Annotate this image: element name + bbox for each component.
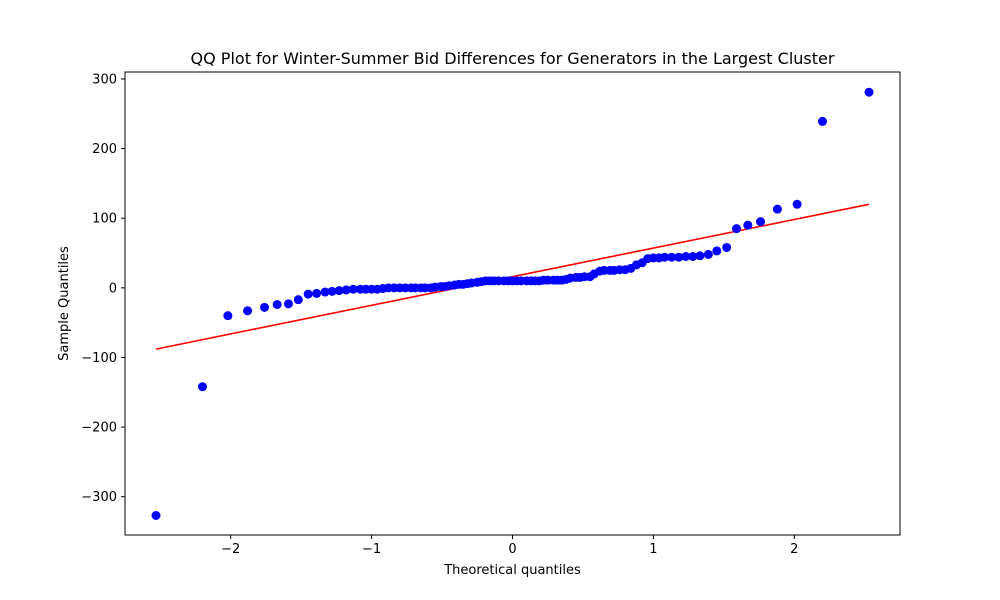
data-point bbox=[198, 382, 207, 392]
plot-frame bbox=[124, 71, 901, 536]
data-point bbox=[334, 286, 344, 296]
plot-area bbox=[125, 72, 900, 535]
data-point bbox=[703, 249, 713, 259]
data-point bbox=[792, 199, 802, 209]
data-point bbox=[732, 224, 742, 234]
data-point bbox=[303, 289, 313, 299]
y-tick-label: 0 bbox=[109, 281, 117, 296]
y-tick-label: 100 bbox=[92, 212, 117, 227]
y-tick-label: 200 bbox=[92, 142, 117, 157]
y-axis-ticks: −300 −200 −100 0 100 200 300 bbox=[81, 72, 125, 505]
x-tick-label: −2 bbox=[221, 542, 240, 557]
data-point bbox=[660, 252, 670, 262]
chart-title: QQ Plot for Winter-Summer Bid Difference… bbox=[191, 49, 835, 68]
x-tick-label: 2 bbox=[790, 542, 798, 557]
data-point bbox=[818, 116, 827, 126]
data-point bbox=[722, 242, 732, 252]
data-point bbox=[243, 306, 253, 316]
data-point bbox=[223, 311, 233, 321]
data-point bbox=[864, 87, 874, 97]
x-tick-label: −1 bbox=[362, 542, 381, 557]
data-point bbox=[695, 251, 705, 261]
data-point bbox=[272, 300, 282, 310]
data-point bbox=[772, 204, 782, 214]
x-tick-label: 0 bbox=[508, 542, 516, 557]
data-point bbox=[320, 287, 330, 297]
x-tick-label: 1 bbox=[649, 542, 657, 557]
data-point bbox=[348, 284, 358, 294]
data-point bbox=[667, 252, 677, 262]
data-point bbox=[327, 286, 337, 296]
x-axis-ticks: −2 −1 0 1 2 bbox=[221, 535, 798, 557]
y-tick-label: −100 bbox=[81, 351, 117, 366]
x-axis-label: Theoretical quantiles bbox=[443, 563, 581, 578]
data-point bbox=[743, 220, 753, 230]
data-point bbox=[293, 295, 303, 305]
data-point bbox=[756, 217, 765, 227]
data-points bbox=[151, 87, 874, 521]
data-point bbox=[312, 288, 322, 298]
data-point bbox=[260, 302, 269, 312]
y-axis-label: Sample Quantiles bbox=[57, 246, 72, 361]
data-point bbox=[712, 246, 722, 256]
data-point bbox=[674, 252, 684, 262]
data-point bbox=[688, 252, 698, 262]
data-point bbox=[681, 252, 691, 262]
data-point bbox=[283, 299, 293, 309]
y-tick-label: −200 bbox=[81, 421, 117, 436]
y-tick-label: −300 bbox=[81, 490, 117, 505]
data-point bbox=[341, 285, 351, 295]
y-tick-label: 300 bbox=[92, 72, 117, 87]
data-point bbox=[151, 511, 161, 521]
